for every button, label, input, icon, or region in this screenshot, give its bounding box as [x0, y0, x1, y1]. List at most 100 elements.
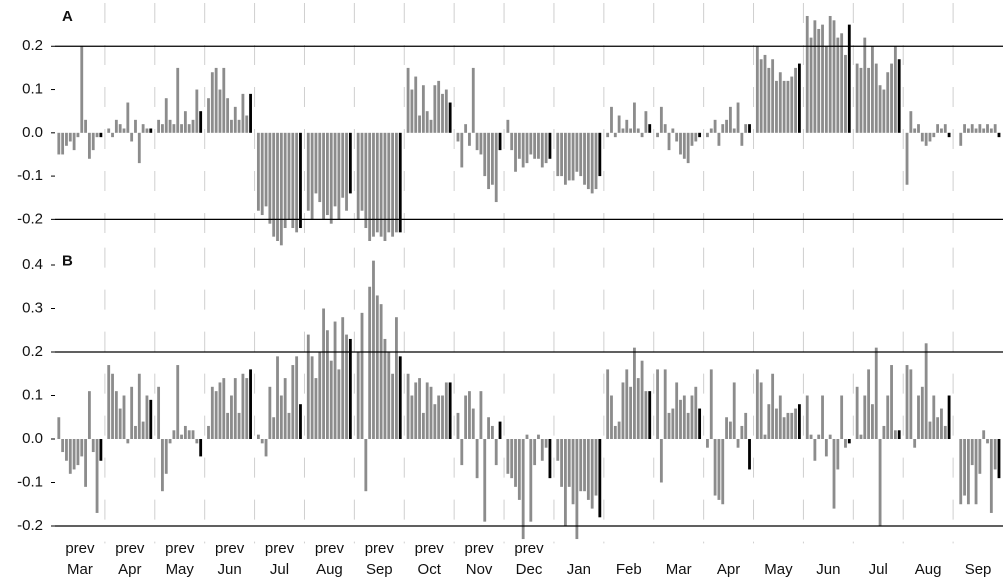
daily-bar [329, 360, 333, 439]
daily-bar [775, 408, 778, 439]
x-tick-label: prev [415, 540, 445, 557]
daily-bar [345, 132, 348, 211]
daily-bar [675, 132, 679, 142]
daily-bar [233, 106, 237, 133]
monthly-bar [997, 132, 1001, 138]
daily-bar [379, 132, 383, 237]
daily-bar [763, 434, 767, 439]
daily-bar [176, 67, 180, 133]
x-tick-label: prev [514, 540, 544, 557]
daily-bar [487, 132, 490, 190]
daily-bar [91, 439, 95, 453]
monthly-bar [897, 430, 901, 439]
x-tick-label: Jun [218, 561, 242, 578]
daily-bar [579, 132, 583, 177]
daily-bar [521, 132, 525, 168]
daily-bar [575, 132, 579, 172]
daily-bar [95, 132, 99, 138]
daily-bar [68, 439, 72, 474]
daily-bar [418, 378, 421, 439]
daily-bar [636, 378, 640, 439]
daily-bar [468, 132, 471, 146]
daily-bar [471, 408, 475, 439]
daily-bar [836, 37, 840, 133]
daily-bar [87, 391, 91, 439]
daily-bar [368, 286, 372, 439]
daily-bar [675, 382, 679, 439]
daily-bar [840, 33, 844, 133]
daily-bar [844, 54, 847, 133]
daily-bar [460, 439, 464, 466]
daily-bar [433, 85, 437, 133]
monthly-bar [299, 404, 302, 439]
daily-bar [571, 132, 575, 181]
panel-title: A [62, 8, 73, 25]
daily-bar [356, 352, 360, 439]
daily-bar [606, 369, 610, 439]
daily-bar [583, 439, 586, 492]
daily-bar [533, 132, 537, 159]
monthly-bar [648, 391, 652, 439]
daily-bar [832, 20, 836, 133]
daily-bar [268, 386, 272, 439]
daily-bar [437, 80, 441, 133]
daily-bar [91, 132, 95, 151]
daily-bar [61, 132, 65, 155]
daily-bar [963, 124, 966, 133]
daily-bar [778, 395, 782, 439]
daily-bar [563, 439, 567, 526]
monthly-bar [149, 399, 153, 439]
monthly-bar [947, 132, 951, 138]
daily-bar [325, 132, 329, 216]
daily-bar [629, 128, 633, 133]
daily-bar [821, 395, 824, 439]
daily-bar [625, 369, 629, 439]
daily-bar [479, 391, 483, 439]
daily-bar [72, 439, 76, 470]
daily-bar [878, 85, 882, 133]
daily-bar [679, 399, 682, 439]
daily-bar [659, 439, 663, 483]
daily-bar [556, 439, 560, 461]
daily-bar [871, 404, 874, 439]
daily-bar [663, 124, 667, 133]
daily-bar [725, 119, 728, 133]
daily-bar [157, 386, 161, 439]
daily-bar [126, 439, 130, 444]
daily-bar [337, 369, 341, 439]
daily-bar [863, 37, 867, 133]
daily-bar [959, 439, 963, 505]
daily-bar [805, 15, 809, 133]
x-tick-label: prev [65, 540, 95, 557]
monthly-bar [398, 356, 402, 439]
monthly-bar [548, 439, 552, 479]
daily-bar [610, 106, 613, 133]
daily-bar [276, 132, 279, 241]
daily-bar [694, 132, 698, 142]
daily-bar [279, 132, 283, 246]
daily-bar [740, 425, 744, 439]
daily-bar [874, 63, 878, 133]
daily-bar [920, 132, 924, 142]
daily-bar [65, 132, 68, 146]
monthly-bar [199, 439, 203, 457]
y-tick-label: 0.0 [22, 430, 43, 447]
daily-bar [732, 128, 736, 133]
monthly-bar [498, 132, 502, 151]
daily-bar [406, 373, 410, 439]
daily-bar [640, 132, 644, 138]
x-tick-label: Sep [965, 561, 992, 578]
daily-bar [218, 89, 222, 133]
daily-bar [517, 439, 521, 500]
daily-bar [544, 439, 548, 448]
daily-bar [974, 439, 978, 505]
y-tick-label: -0.1 [17, 473, 43, 490]
daily-bar [794, 67, 797, 133]
daily-bar [111, 373, 114, 439]
y-tick-label: 0.4 [22, 256, 43, 273]
monthly-bar [897, 59, 901, 133]
daily-bar [483, 132, 487, 177]
daily-bar [379, 304, 383, 439]
daily-bar [840, 395, 844, 439]
